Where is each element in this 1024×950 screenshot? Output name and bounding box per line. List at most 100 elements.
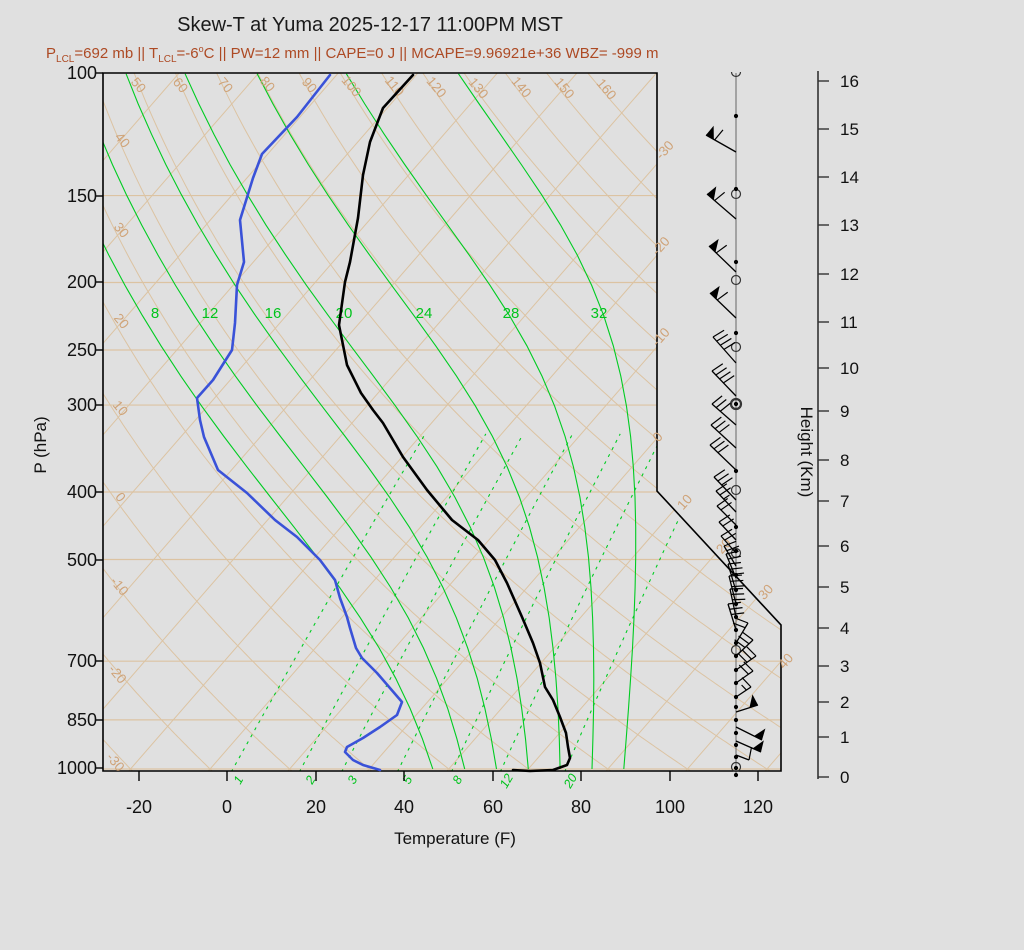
barb-shaft [735, 655, 757, 671]
barb-full-tick [722, 518, 734, 527]
dry-adiabat-label: 160 [593, 76, 619, 103]
subtitle-part: LCL [158, 54, 177, 65]
temperature-axis-title: Temperature (F) [394, 829, 516, 848]
dry-adiabat-label: 70 [215, 75, 236, 96]
height-tick-label: 12 [840, 265, 859, 284]
dry-adiabat-label: 80 [257, 74, 278, 95]
barb-full-tick [713, 440, 725, 450]
wind-barb [735, 726, 766, 741]
temperature-curve [337, 73, 572, 773]
mixing-ratio-label: 1 [231, 773, 247, 786]
isotherm-line [605, 73, 781, 771]
barb-shaft [705, 134, 737, 153]
height-tick-label: 14 [840, 168, 859, 187]
height-tick-label: 7 [840, 492, 849, 511]
barb-full-tick [732, 622, 746, 629]
barb-full-tick [738, 664, 749, 675]
wind-barb [718, 514, 737, 541]
wind-barb [706, 186, 737, 220]
barb-full-tick [729, 567, 743, 570]
level-circle [730, 484, 742, 496]
barb-full-tick [727, 601, 741, 605]
dry-adiabat-line [257, 73, 781, 771]
dry-adiabat-label: 130 [465, 75, 491, 102]
isotherm-line [103, 73, 260, 771]
barb-full-tick [713, 469, 726, 478]
barb-pennant [707, 186, 717, 200]
background-line-labels: 50 60 70 80 90 100 110 120 130 140 150 160403020100… [103, 73, 796, 792]
dry-adiabat-label: 40 [112, 130, 133, 151]
isotherm-line [103, 73, 578, 771]
staff-top-marker [730, 71, 742, 78]
isotherm-line [103, 73, 419, 771]
isotherm-line [526, 73, 781, 771]
barb-shaft [735, 704, 759, 713]
dry-adiabat-label: 30 [111, 220, 132, 241]
wind-barb [735, 740, 764, 753]
barb-full-tick [742, 631, 754, 641]
isotherm-label: -30 [653, 138, 677, 163]
moist-adiabat-label: 32 [591, 305, 608, 322]
pressure-tick-label: 150 [67, 186, 97, 206]
barb-shaft [718, 521, 737, 541]
subtitle-part: =-6 [176, 45, 199, 62]
isotherm-line [128, 73, 737, 771]
isotherm-label: 30 [755, 581, 776, 602]
pressure-tick-label: 850 [67, 710, 97, 730]
barb-full-tick [724, 532, 737, 541]
height-tick-label: 9 [840, 402, 849, 421]
temperature-tick-label: 120 [743, 797, 773, 817]
level-dot [733, 186, 739, 192]
level-circle [730, 761, 742, 773]
moist-adiabat-line [256, 73, 561, 770]
temperature-tick-label: -20 [126, 797, 152, 817]
pressure-tick-label: 300 [67, 395, 97, 415]
barb-full-tick [715, 483, 728, 492]
barb-full-tick [735, 617, 749, 624]
barb-half-tick [723, 494, 730, 500]
barb-full-tick [717, 444, 729, 454]
barb-full-tick [715, 244, 728, 254]
barb-full-tick [714, 191, 726, 201]
isotherm-lines [103, 73, 781, 771]
pressure-axis-title: P (hPa) [31, 416, 50, 473]
level-dot [733, 468, 739, 474]
barb-shaft [723, 545, 737, 567]
barb-full-tick [719, 402, 731, 412]
dry-adiabat-line [103, 73, 374, 771]
barb-full-tick [725, 550, 739, 555]
dry-adiabat-line [174, 73, 781, 771]
barb-full-tick [734, 639, 746, 649]
height-tick-label: 4 [840, 619, 849, 638]
dry-adiabat-label: 90 [299, 75, 320, 96]
wind-barb [708, 238, 737, 273]
barb-full-tick [710, 416, 722, 426]
barb-pennant [749, 694, 758, 708]
dry-adiabat-label: 50 [128, 75, 149, 96]
chart-parameters: PLCL=692 mb || TLCL=-6oC || PW=12 mm || … [46, 44, 658, 65]
moist-adiabat-label: 12 [202, 305, 219, 322]
wind-barb [709, 285, 737, 319]
barb-full-tick [728, 574, 743, 577]
isotherm-line [103, 73, 498, 771]
wind-barb [716, 498, 737, 526]
moist-adiabat-label: 20 [336, 305, 353, 322]
moist-adiabat-line [458, 73, 637, 770]
barb-full-tick [731, 585, 745, 588]
mixing-ratio-label: 5 [400, 773, 416, 786]
barb-full-tick [719, 371, 731, 380]
level-dot [733, 717, 739, 723]
dry-adiabat-label: 20 [111, 311, 132, 332]
moist-adiabat-line [103, 73, 466, 770]
barb-full-tick [723, 375, 735, 384]
barb-full-tick [714, 129, 724, 141]
mixing-ratio-line [396, 433, 574, 771]
barb-shaft [711, 370, 737, 397]
barb-shaft [735, 670, 754, 684]
barb-shaft [715, 490, 737, 513]
mixing-ratio-label: 20 [560, 771, 580, 791]
temperature-tick-label: 0 [222, 797, 232, 817]
temperature-tick-label: 80 [571, 797, 591, 817]
